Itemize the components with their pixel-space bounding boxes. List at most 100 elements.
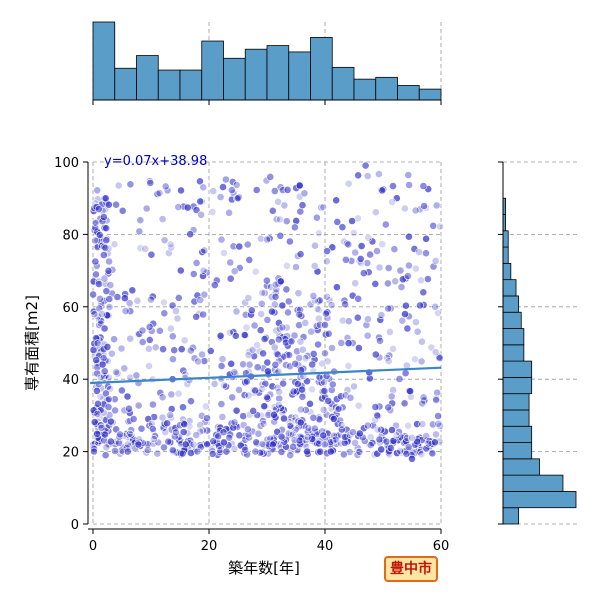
scatter-point [389,386,397,394]
scatter-point [251,267,260,276]
scatter-point [298,345,307,354]
scatter-point [172,307,180,315]
scatter-point [314,439,323,448]
scatter-point [323,247,331,255]
scatter-point [252,438,261,447]
scatter-point [385,327,394,336]
scatter-point [309,291,318,300]
scatter-point [341,255,350,264]
scatter-point [328,380,337,389]
scatter-point [390,245,399,254]
scatter-point [146,178,155,187]
scatter-point [373,411,382,420]
scatter-point [436,222,444,231]
scatter-point [156,388,165,397]
scatter-point [328,344,336,352]
scatter-point [149,435,158,443]
scatter-point [287,337,296,346]
scatter-point [416,301,424,310]
scatter-point [339,450,348,459]
scatter-point [218,355,227,363]
scatter-point [411,318,420,327]
scatter-point [268,206,277,215]
scatter-point [133,296,142,305]
scatter-point [279,379,287,388]
scatter-point [251,447,260,456]
scatter-point [97,316,105,325]
scatter-point [107,417,115,426]
scatter-point [289,442,297,451]
scatter-point [93,186,102,195]
scatter-point [344,361,353,370]
scatter-point [180,336,189,345]
scatter-point [126,180,135,189]
x-hist-bar [201,40,224,101]
scatter-point [415,248,423,257]
scatter-point [233,194,241,203]
scatter-point [197,210,205,219]
scatter-point [209,187,218,195]
scatter-point [307,327,316,336]
scatter-point [301,354,310,363]
scatter-point [166,411,174,419]
scatter-point [107,437,115,446]
scatter-point [240,391,249,399]
scatter-point [98,360,107,369]
scatter-point [417,337,426,346]
scatter-point [94,205,103,213]
scatter-point [282,285,291,294]
scatter-point [284,297,293,306]
scatter-point [167,390,176,399]
scatter-point [303,447,311,456]
y-hist-bar [502,425,533,443]
scatter-point [226,258,235,267]
scatter-point [243,240,252,249]
scatter-point [181,440,190,449]
scatter-point [116,430,124,439]
scatter-point [417,357,426,366]
scatter-point [256,326,265,335]
scatter-point [230,267,239,276]
scatter-point [354,344,363,352]
scatter-point [148,424,157,433]
scatter-point [247,306,256,315]
scatter-point [396,447,405,455]
scatter-point [306,399,314,408]
scatter-point [291,359,300,368]
scatter-point [168,332,177,341]
scatter-point [315,373,324,382]
scatter-point [168,355,177,364]
scatter-point [121,294,129,303]
scatter-point [118,206,127,215]
scatter-point [356,254,365,263]
scatter-point [243,450,251,459]
y-tick-label: 60 [62,301,79,316]
scatter-point [99,213,108,221]
scatter-point [158,215,167,223]
scatter-point [110,335,118,344]
scatter-point [333,217,342,226]
scatter-point [232,307,241,316]
scatter-point [196,177,204,186]
scatter-point [249,406,258,415]
scatter-point [199,266,208,275]
scatter-point [403,324,412,333]
scatter-point [273,350,282,359]
scatter-point [388,198,396,206]
scatter-point [422,249,430,258]
scatter-point [125,404,133,413]
scatter-point [177,186,185,195]
scatter-point [400,399,409,408]
scatter-point [419,393,428,402]
scatter-point [375,435,384,444]
scatter-point [186,449,195,457]
scatter-point [112,425,120,434]
scatter-point [432,430,440,439]
scatter-point [254,429,263,438]
scatter-point [244,351,253,359]
scatter-point [346,393,355,402]
scatter-point [228,177,237,186]
scatter-point [351,438,359,447]
scatter-point [219,438,228,447]
scatter-point [160,309,169,318]
